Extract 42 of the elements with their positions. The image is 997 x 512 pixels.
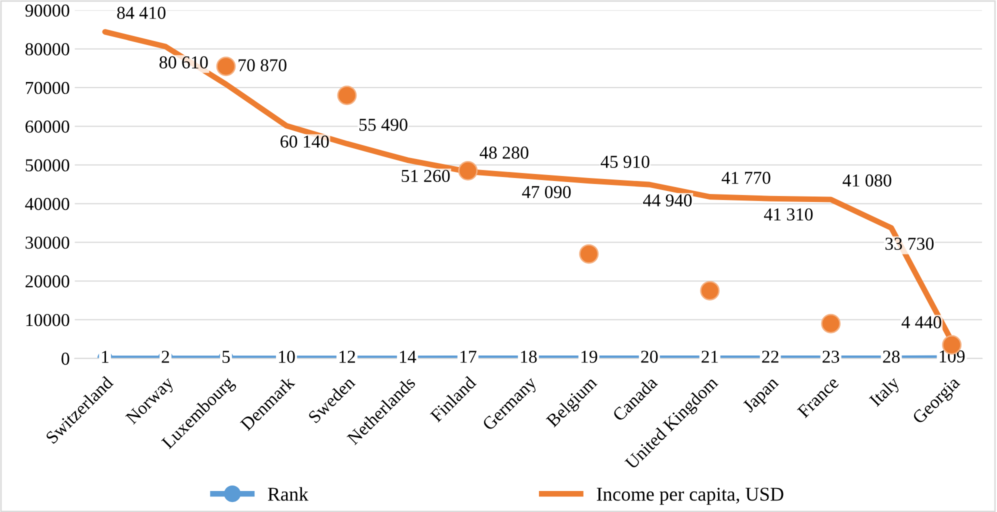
data-label: 60 140 — [280, 135, 329, 148]
data-label: 80 610 — [160, 56, 208, 68]
data-label: 41 770 — [722, 172, 770, 184]
data-label: 22 — [762, 350, 778, 363]
data-label: 70 870 — [238, 59, 286, 72]
data-label: 18 — [520, 350, 537, 363]
y-tick-label: 40000 — [25, 198, 70, 210]
data-label: 41 080 — [842, 174, 892, 187]
data-label: 4 440 — [902, 316, 942, 328]
x-tick-label: Italy — [868, 375, 903, 410]
y-tick-label: 30000 — [26, 236, 70, 249]
data-label: 33 730 — [886, 238, 934, 250]
legend-label: Rank — [268, 487, 308, 501]
data-label: 47 090 — [522, 186, 571, 198]
data-label: 10 — [279, 350, 295, 363]
data-label: 45 910 — [600, 156, 650, 168]
data-label: 23 — [822, 350, 840, 363]
data-label: 12 — [340, 350, 355, 363]
data-label: 1 — [102, 350, 108, 363]
data-label: 17 — [460, 350, 476, 363]
data-label: 14 — [400, 350, 416, 363]
y-tick-label: 80000 — [25, 43, 70, 56]
y-tick-label: 60000 — [26, 120, 70, 133]
y-tick-label: 10000 — [26, 314, 70, 326]
data-label: 48 280 — [480, 146, 528, 159]
y-tick-label: 50000 — [26, 159, 70, 172]
data-label: 55 490 — [359, 118, 408, 131]
data-label: 21 — [702, 350, 718, 363]
data-label: 28 — [883, 350, 900, 363]
y-tick-label: 90000 — [25, 4, 70, 17]
data-label: 2 — [162, 350, 170, 363]
data-label: 84 410 — [117, 6, 166, 19]
data-label: 44 940 — [643, 194, 692, 206]
data-label: 20 — [641, 350, 658, 363]
y-tick-label: 20000 — [26, 275, 70, 288]
data-label: 51 260 — [402, 170, 450, 182]
data-label: 19 — [581, 350, 598, 363]
legend-label: Income per capita, USD — [596, 488, 784, 505]
data-label: 5 — [222, 350, 230, 363]
data-label: 41 310 — [764, 208, 813, 221]
y-tick-label: 70000 — [26, 82, 70, 94]
y-tick-label: 0 — [62, 352, 70, 365]
